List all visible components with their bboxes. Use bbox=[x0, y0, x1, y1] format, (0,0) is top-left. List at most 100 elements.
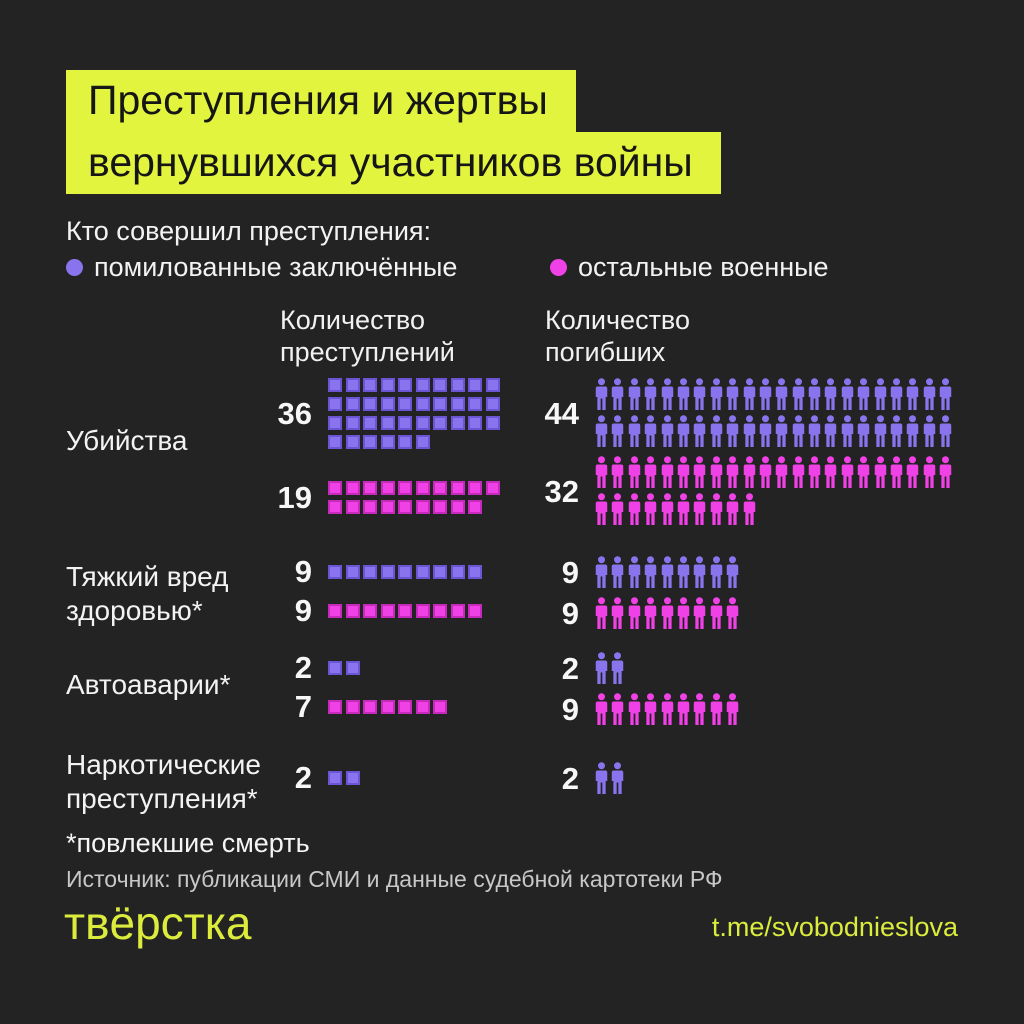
person-icon bbox=[694, 456, 706, 488]
squares-pictogram bbox=[328, 603, 504, 618]
person-icon bbox=[644, 556, 657, 588]
person-icon bbox=[808, 378, 821, 410]
square-icon bbox=[433, 481, 447, 495]
square-icon bbox=[398, 481, 412, 495]
person-icon bbox=[710, 693, 722, 725]
person-icon bbox=[694, 597, 706, 629]
person-icon bbox=[923, 456, 936, 488]
square-icon bbox=[363, 378, 377, 392]
person-icon bbox=[874, 456, 886, 488]
person-icon bbox=[874, 415, 886, 447]
square-icon bbox=[328, 416, 342, 430]
person-icon bbox=[628, 456, 641, 488]
series-count: 9 bbox=[561, 596, 579, 631]
column-header-crimes-line2: преступлений bbox=[280, 337, 455, 367]
square-icon bbox=[415, 481, 430, 495]
person-icon bbox=[694, 378, 706, 410]
person-icon bbox=[595, 597, 608, 629]
person-icon bbox=[825, 415, 837, 447]
category-row: Убийства 36 19 44 32 bbox=[66, 378, 1024, 526]
person-icon bbox=[677, 693, 690, 725]
square-icon bbox=[450, 564, 465, 579]
series-pardoned: 9 bbox=[505, 556, 1024, 589]
series-military: 7 bbox=[240, 691, 505, 722]
legend-heading: Кто совершил преступления: bbox=[66, 216, 432, 246]
person-icon bbox=[923, 415, 936, 447]
person-icon bbox=[661, 556, 673, 588]
person-icon bbox=[858, 415, 870, 447]
square-icon bbox=[433, 416, 447, 430]
person-icon bbox=[595, 762, 608, 794]
category-label: Наркотические преступления* bbox=[66, 749, 261, 814]
person-icon bbox=[677, 493, 690, 525]
squares-pictogram bbox=[328, 378, 504, 449]
people-pictogram bbox=[595, 556, 958, 589]
square-icon bbox=[450, 481, 465, 495]
person-icon bbox=[726, 597, 739, 629]
series-count: 44 bbox=[544, 395, 579, 431]
square-icon bbox=[485, 397, 500, 411]
square-icon bbox=[328, 435, 342, 449]
person-icon bbox=[595, 556, 608, 588]
series-pardoned: 36 bbox=[240, 378, 505, 449]
square-icon bbox=[468, 564, 482, 579]
series-count: 32 bbox=[544, 473, 579, 509]
series-military: 9 bbox=[240, 595, 505, 626]
squares-pictogram bbox=[328, 564, 504, 579]
person-icon bbox=[726, 456, 739, 488]
square-icon bbox=[345, 378, 360, 392]
square-icon bbox=[363, 481, 377, 495]
people-pictogram bbox=[595, 378, 958, 448]
person-icon bbox=[841, 456, 854, 488]
series-count: 2 bbox=[294, 760, 312, 795]
square-icon bbox=[345, 481, 360, 495]
square-icon bbox=[415, 699, 430, 714]
person-icon bbox=[661, 693, 673, 725]
square-icon bbox=[398, 699, 412, 714]
series-count: 2 bbox=[294, 650, 312, 685]
person-icon bbox=[710, 597, 722, 629]
series-count: 9 bbox=[294, 554, 312, 589]
telegram-link[interactable]: t.me/svobodnieslova bbox=[711, 912, 958, 942]
square-icon bbox=[433, 378, 447, 392]
person-icon bbox=[743, 493, 755, 525]
person-icon bbox=[939, 415, 952, 447]
legend-dot-military bbox=[550, 259, 567, 276]
victims-cell: 44 32 bbox=[505, 378, 1024, 526]
person-icon bbox=[694, 493, 706, 525]
square-icon bbox=[433, 699, 447, 714]
title-block: Преступления и жертвы вернувшихся участн… bbox=[66, 70, 721, 194]
person-icon bbox=[726, 556, 739, 588]
victims-cell: 2 bbox=[505, 748, 1024, 816]
series-count: 2 bbox=[561, 651, 579, 686]
person-icon bbox=[628, 378, 641, 410]
person-icon bbox=[677, 597, 690, 629]
square-icon bbox=[363, 435, 377, 449]
person-icon bbox=[825, 456, 837, 488]
square-icon bbox=[450, 397, 465, 411]
person-icon bbox=[595, 456, 608, 488]
person-icon bbox=[644, 378, 657, 410]
legend-label-pardoned: помилованные заключённые bbox=[94, 252, 458, 282]
series-count: 36 bbox=[277, 396, 312, 431]
person-icon bbox=[710, 378, 722, 410]
column-header-victims: Количество погибших bbox=[545, 304, 690, 368]
square-icon bbox=[380, 564, 395, 579]
person-icon bbox=[612, 415, 624, 447]
legend-label-military: остальные военные bbox=[578, 252, 829, 282]
person-icon bbox=[726, 378, 739, 410]
person-icon bbox=[874, 378, 886, 410]
person-icon bbox=[808, 415, 821, 447]
person-icon bbox=[595, 378, 608, 410]
square-icon bbox=[380, 378, 395, 392]
category-label: Автоаварии* bbox=[66, 669, 231, 700]
person-icon bbox=[907, 378, 919, 410]
person-icon bbox=[841, 415, 854, 447]
square-icon bbox=[363, 564, 377, 579]
crimes-cell: 36 19 bbox=[240, 378, 505, 526]
square-icon bbox=[328, 378, 342, 392]
person-icon bbox=[628, 493, 641, 525]
legend: помилованные заключённые остальные военн… bbox=[66, 252, 958, 286]
person-icon bbox=[776, 415, 788, 447]
